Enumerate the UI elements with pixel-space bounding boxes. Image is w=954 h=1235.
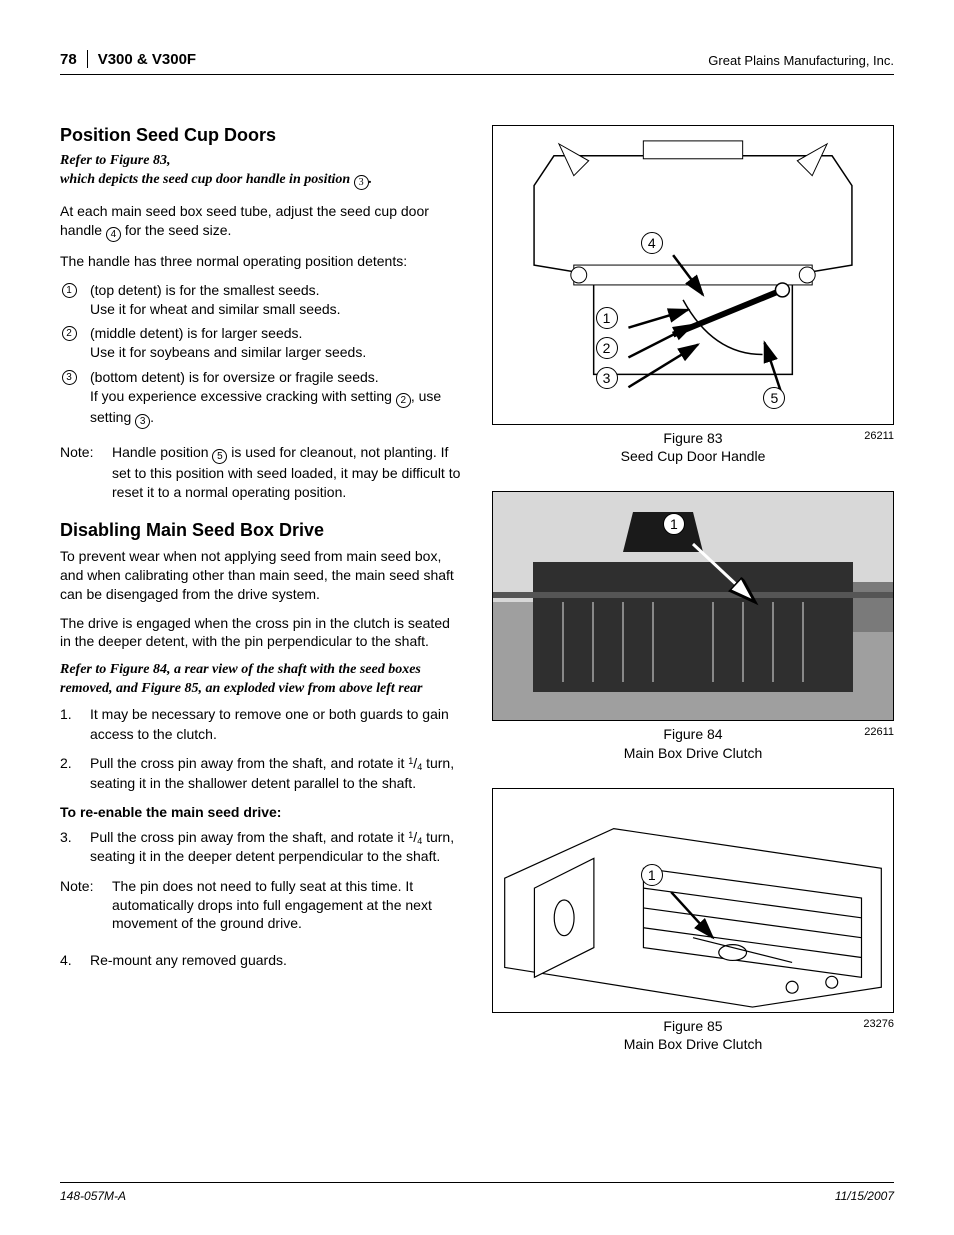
figure-83-caption: Figure 83 26211 Seed Cup Door Handle: [492, 429, 894, 465]
detent-2: 2 (middle detent) is for larger seeds. Us…: [60, 324, 462, 362]
detent-1-num: 1: [62, 283, 77, 298]
detent-3-num: 3: [62, 370, 77, 385]
s1-note-pre: Handle position: [112, 444, 212, 460]
step-4-t: Re-mount any removed guards.: [90, 951, 287, 971]
step-3-a: Pull the cross pin away from the shaft, …: [90, 829, 408, 845]
steps-list-b: 3. Pull the cross pin away from the shaft…: [60, 828, 462, 867]
left-column: Position Seed Cup Doors Refer to Figure …: [60, 125, 462, 1053]
s2-p2: The drive is engaged when the cross pin …: [60, 614, 462, 652]
detent-1: 1 (top detent) is for the smallest seeds…: [60, 281, 462, 319]
detent-list: 1 (top detent) is for the smallest seeds…: [60, 281, 462, 429]
section2-title: Disabling Main Seed Box Drive: [60, 520, 462, 541]
content-columns: Position Seed Cup Doors Refer to Figure …: [60, 125, 894, 1053]
footer-date: 11/15/2007: [835, 1189, 894, 1203]
step-4-n: 4.: [60, 951, 80, 971]
step-2-frac: 1/4: [408, 755, 422, 771]
step-1: 1. It may be necessary to remove one or b…: [60, 705, 462, 744]
figure-85-subtitle: Main Box Drive Clutch: [624, 1036, 763, 1052]
s1-note-circ: 5: [212, 449, 227, 464]
model-label: V300 & V300F: [98, 51, 196, 68]
step-2: 2. Pull the cross pin away from the shaft…: [60, 754, 462, 793]
callout-2: 2: [596, 337, 618, 359]
figure-83-subtitle: Seed Cup Door Handle: [621, 448, 766, 464]
header-divider: [87, 50, 88, 68]
detent-1-l2: Use it for wheat and similar small seeds…: [90, 301, 341, 317]
figure-85-label: Figure 85: [663, 1018, 722, 1034]
callout-4: 4: [641, 232, 663, 254]
detent-3-c3: 3: [135, 414, 150, 429]
s1-note: Note: Handle position 5 is used for clea…: [60, 443, 462, 502]
section1-refer: Refer to Figure 83, which depicts the se…: [60, 152, 462, 190]
refer-l1: Refer to Figure 83,: [60, 153, 170, 168]
figure-83-code: 26211: [864, 429, 894, 443]
step-2-a: Pull the cross pin away from the shaft, …: [90, 755, 408, 771]
callout-1: 1: [641, 864, 663, 886]
figure-84: 1: [492, 491, 894, 721]
figure-85-code: 23276: [863, 1017, 894, 1031]
detent-3-l1: (bottom detent) is for oversize or fragi…: [90, 369, 379, 385]
s2-note-text: The pin does not need to fully seat at t…: [112, 877, 462, 934]
figure-85-caption: Figure 85 23276 Main Box Drive Clutch: [492, 1017, 894, 1053]
steps-list-c: 4. Re-mount any removed guards.: [60, 951, 462, 971]
right-column: 41235 Figure 8326211 Seed Cup Door Handl…: [492, 125, 894, 1053]
page-header: 78 V300 & V300F Great Plains Manufacturi…: [60, 50, 894, 75]
detent-1-l1: (top detent) is for the smallest seeds.: [90, 282, 320, 298]
refer-l2-pre: which depicts the seed cup door handle i…: [60, 172, 354, 187]
detent-3-l2c: .: [150, 409, 154, 425]
step-2-n: 2.: [60, 754, 80, 793]
s2-note-label: Note:: [60, 877, 104, 934]
detent-2-num: 2: [62, 326, 77, 341]
figure-83-label: Figure 83: [663, 430, 722, 446]
figure-84-code: 22611: [864, 725, 894, 739]
steps-list-a: 1. It may be necessary to remove one or b…: [60, 705, 462, 793]
detent-3-c2: 2: [396, 393, 411, 408]
step-3-frac: 1/4: [408, 829, 422, 845]
figure-84-subtitle: Main Box Drive Clutch: [624, 745, 763, 761]
detent-2-l2: Use it for soybeans and similar larger s…: [90, 344, 366, 360]
page-number: 78: [60, 51, 77, 68]
detent-2-l1: (middle detent) is for larger seeds.: [90, 325, 302, 341]
step-1-t: It may be necessary to remove one or bot…: [90, 705, 462, 744]
figure-84-caption: Figure 84 22611 Main Box Drive Clutch: [492, 725, 894, 761]
figure-84-label: Figure 84: [663, 726, 722, 742]
s1-p2: The handle has three normal operating po…: [60, 252, 462, 271]
refer-l2-post: .: [369, 172, 373, 187]
footer-doc: 148-057M-A: [60, 1189, 126, 1203]
step-1-n: 1.: [60, 705, 80, 744]
s1-p1: At each main seed box seed tube, adjust …: [60, 202, 462, 242]
detent-3-l2a: If you experience excessive cracking wit…: [90, 388, 396, 404]
reenable-heading: To re-enable the main seed drive:: [60, 804, 462, 820]
s2-p1: To prevent wear when not applying seed f…: [60, 547, 462, 604]
figure-83-svg: [493, 126, 893, 424]
callout-1: 1: [596, 307, 618, 329]
detent-3: 3 (bottom detent) is for oversize or fra…: [60, 368, 462, 429]
page-footer: 148-057M-A 11/15/2007: [60, 1182, 894, 1203]
s2-note: Note: The pin does not need to fully sea…: [60, 877, 462, 934]
figure-84-svg: [493, 492, 893, 721]
s1-note-label: Note:: [60, 443, 104, 502]
company-label: Great Plains Manufacturing, Inc.: [708, 53, 894, 68]
figure-83: 41235: [492, 125, 894, 425]
s1-p1-circ: 4: [106, 227, 121, 242]
step-4: 4. Re-mount any removed guards.: [60, 951, 462, 971]
s2-refer: Refer to Figure 84, a rear view of the s…: [60, 661, 462, 699]
header-left: 78 V300 & V300F: [60, 50, 196, 68]
step-3: 3. Pull the cross pin away from the shaft…: [60, 828, 462, 867]
section1-title: Position Seed Cup Doors: [60, 125, 462, 146]
refer-circ: 3: [354, 175, 369, 190]
figure-85-svg: [493, 789, 893, 1012]
callout-3: 3: [596, 367, 618, 389]
figure-85: 1: [492, 788, 894, 1013]
s1-p1-post: for the seed size.: [121, 222, 232, 238]
step-3-n: 3.: [60, 828, 80, 867]
